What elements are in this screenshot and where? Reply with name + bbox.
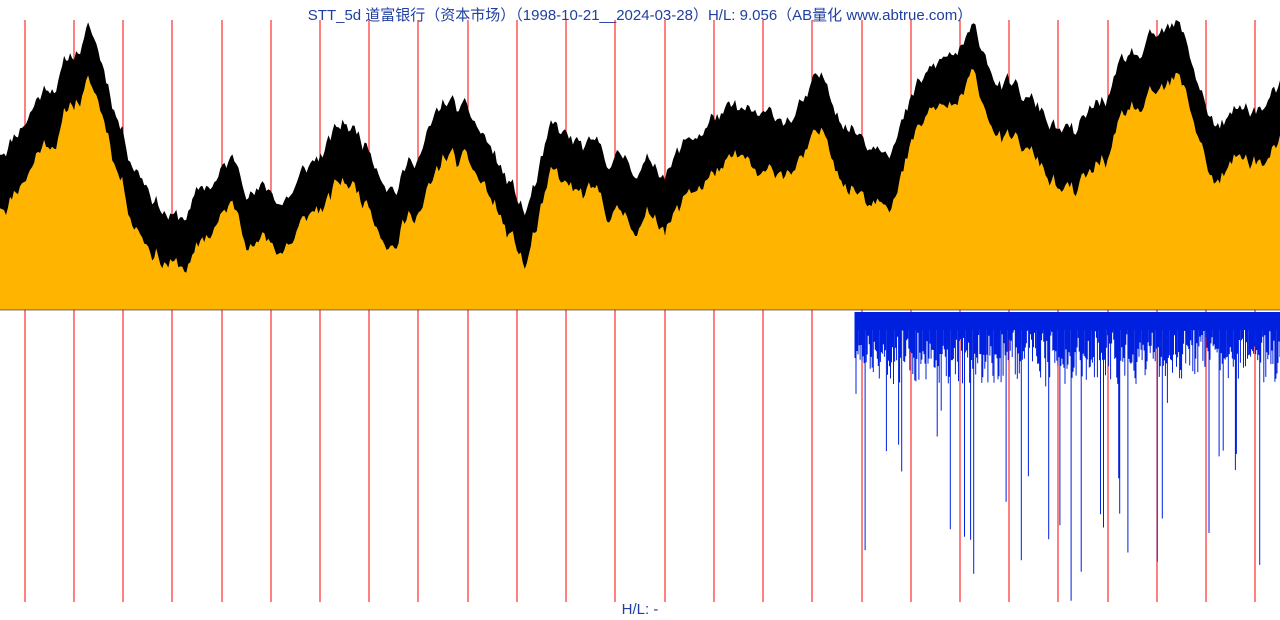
chart-canvas: [0, 0, 1280, 620]
